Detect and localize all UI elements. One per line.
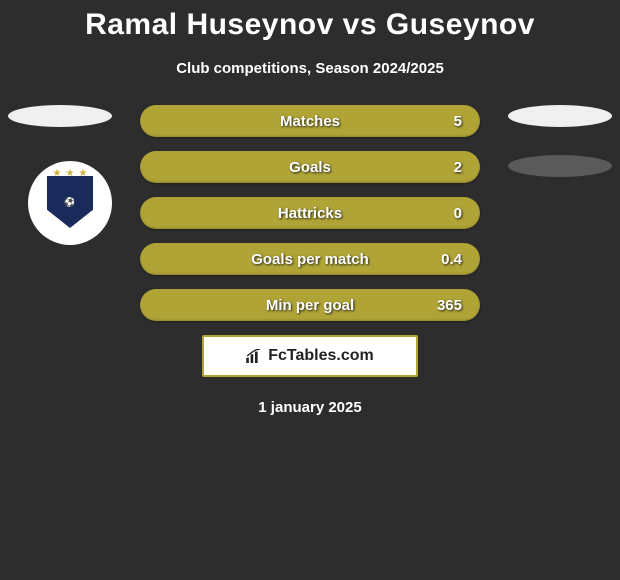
chart-icon: [246, 349, 264, 363]
stat-value: 0: [454, 205, 462, 222]
stat-label: Matches: [280, 113, 340, 130]
page-title: Ramal Huseynov vs Guseynov: [0, 0, 620, 42]
stat-value: 2: [454, 159, 462, 176]
footer-date: 1 january 2025: [0, 399, 620, 416]
stat-row-matches: Matches 5: [140, 105, 480, 137]
player1-avatar-placeholder: [8, 105, 112, 127]
shield-icon: ★ ★ ★ ⚽: [47, 176, 93, 230]
stat-label: Goals per match: [251, 251, 369, 268]
stat-label: Min per goal: [266, 297, 354, 314]
watermark-text: FcTables.com: [268, 347, 374, 365]
player2-avatar-placeholder-1: [508, 105, 612, 127]
stat-row-goals-per-match: Goals per match 0.4: [140, 243, 480, 275]
watermark: FcTables.com: [202, 335, 418, 377]
stat-label: Goals: [289, 159, 331, 176]
shield-text: ⚽: [64, 197, 75, 208]
club-badge: ★ ★ ★ ⚽: [28, 161, 112, 245]
subtitle: Club competitions, Season 2024/2025: [0, 60, 620, 77]
stat-row-hattricks: Hattricks 0: [140, 197, 480, 229]
stat-value: 0.4: [441, 251, 462, 268]
stat-label: Hattricks: [278, 205, 342, 222]
comparison-content: ★ ★ ★ ⚽ Matches 5 Goals 2 Hattricks 0 Go…: [0, 105, 620, 416]
stat-value: 365: [437, 297, 462, 314]
stat-value: 5: [454, 113, 462, 130]
player2-avatar-placeholder-2: [508, 155, 612, 177]
stat-row-min-per-goal: Min per goal 365: [140, 289, 480, 321]
stats-container: Matches 5 Goals 2 Hattricks 0 Goals per …: [140, 105, 480, 321]
stat-row-goals: Goals 2: [140, 151, 480, 183]
